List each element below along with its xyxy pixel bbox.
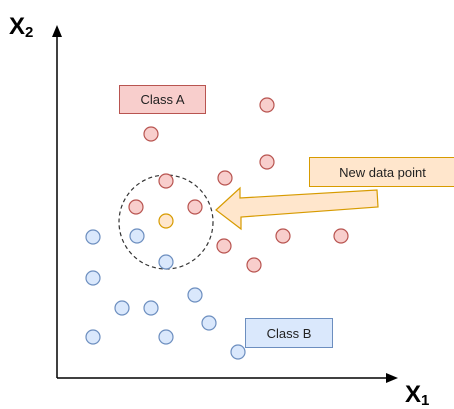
y-axis-label: X2 bbox=[9, 13, 34, 41]
class-a-point bbox=[216, 238, 232, 254]
class-a-label: Class A bbox=[119, 85, 206, 114]
y-axis-label-sub: 2 bbox=[25, 24, 34, 41]
class-a-point bbox=[217, 170, 233, 186]
pointer-arrow bbox=[215, 186, 379, 231]
class-b-point bbox=[114, 300, 130, 316]
y-axis-label-main: X bbox=[9, 13, 26, 40]
x-axis-arrowhead bbox=[386, 373, 398, 383]
x-axis-label-main: X bbox=[405, 381, 422, 408]
class-a-point bbox=[187, 199, 203, 215]
class-a-point bbox=[259, 97, 275, 113]
class-b-point bbox=[201, 315, 217, 331]
class-a-point bbox=[128, 199, 144, 215]
class-b-point bbox=[85, 270, 101, 286]
new-data-point-label: New data point bbox=[309, 157, 454, 187]
class-b-point bbox=[187, 287, 203, 303]
x-axis-label-sub: 1 bbox=[421, 392, 430, 409]
class-a-point bbox=[143, 126, 159, 142]
x-axis-label: X1 bbox=[405, 381, 430, 409]
class-b-point bbox=[143, 300, 159, 316]
class-b-point bbox=[129, 228, 145, 244]
class-b-point bbox=[158, 329, 174, 345]
class-a-point bbox=[259, 154, 275, 170]
class-a-point bbox=[333, 228, 349, 244]
class-a-point bbox=[275, 228, 291, 244]
class-b-point bbox=[85, 329, 101, 345]
class-b-point bbox=[85, 229, 101, 245]
class-b-label: Class B bbox=[245, 318, 333, 348]
data-points bbox=[85, 97, 349, 360]
class-a-point bbox=[246, 257, 262, 273]
class-b-point bbox=[230, 344, 246, 360]
new-data-point bbox=[158, 213, 174, 229]
class-a-point bbox=[158, 173, 174, 189]
y-axis-arrowhead bbox=[52, 25, 62, 37]
class-b-point bbox=[158, 254, 174, 270]
